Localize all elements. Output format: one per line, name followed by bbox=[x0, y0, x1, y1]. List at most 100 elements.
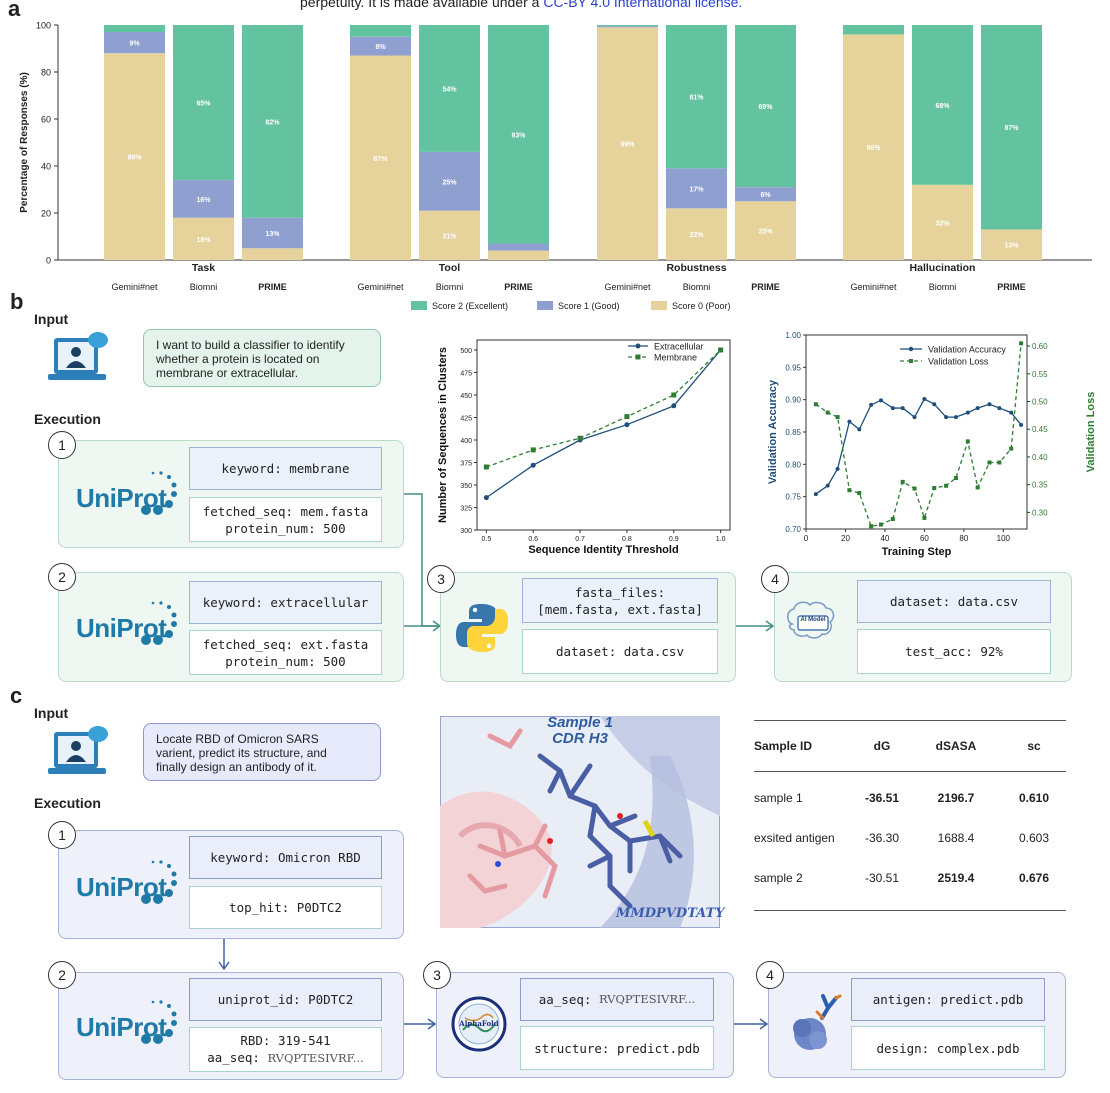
bar-segment-s1 bbox=[104, 32, 165, 54]
y-tick-label: 100 bbox=[36, 21, 51, 31]
y-tick-label: 425 bbox=[460, 416, 472, 423]
y-tick-label: 60 bbox=[41, 115, 51, 125]
y2-tick-label: 0.30 bbox=[1032, 508, 1048, 517]
data-point bbox=[912, 486, 917, 491]
panel-b-step4-number: 4 bbox=[761, 565, 789, 593]
bar-data-label: 93% bbox=[511, 132, 526, 139]
plot-frame bbox=[805, 334, 1028, 530]
y2-tick-label: 0.55 bbox=[1032, 370, 1048, 379]
data-point bbox=[671, 392, 677, 398]
data-point bbox=[944, 483, 949, 488]
legend-label: Extracellular bbox=[654, 342, 704, 352]
bar-data-label: 13% bbox=[1004, 243, 1019, 250]
bar-data-label: 99% bbox=[620, 142, 635, 149]
table-body: sample 1 -36.51 2196.7 0.610 exsited antigen… bbox=[754, 772, 1066, 911]
data-point bbox=[835, 466, 840, 471]
panel-c-input-title: Input bbox=[34, 705, 69, 721]
y-tick-label: 1.00 bbox=[785, 331, 801, 340]
data-point bbox=[869, 402, 874, 407]
panel-c-step3-seq-value: RVQPTESIVRF... bbox=[598, 992, 696, 1006]
bar-data-label: 69% bbox=[758, 104, 773, 111]
data-point bbox=[624, 422, 630, 428]
bar-data-label: 18% bbox=[196, 237, 211, 244]
bar-segment-s1 bbox=[419, 151, 480, 211]
y2-tick-label: 0.35 bbox=[1032, 481, 1048, 490]
data-point bbox=[718, 347, 724, 353]
legend-label: Score 1 (Good) bbox=[558, 301, 620, 311]
table-cell: 1688.4 bbox=[937, 831, 975, 845]
header-caption: perpetuity. It is made available under a… bbox=[300, 0, 742, 10]
x-tick-label: 80 bbox=[959, 534, 968, 543]
bar-segment-s1 bbox=[350, 36, 411, 56]
data-point bbox=[932, 485, 937, 490]
sequence-cluster-line-chart: 300 325 350 375 400 425 450 475 500 0.5 0.6 0.7 0.8 0… bbox=[437, 339, 731, 556]
data-point bbox=[900, 406, 905, 411]
bar-segment-s1 bbox=[173, 180, 234, 218]
data-point bbox=[965, 410, 970, 415]
series-line bbox=[486, 349, 722, 468]
bar-segment-s0 bbox=[419, 210, 480, 260]
y-tick-label: 350 bbox=[460, 483, 472, 490]
license-link[interactable]: CC-BY 4.0 International license. bbox=[543, 0, 743, 10]
x-tick-label: 0.6 bbox=[528, 536, 538, 543]
x-tick-label: Gemini#net bbox=[850, 282, 897, 292]
laptop-user-icon-2 bbox=[48, 726, 108, 774]
data-point bbox=[944, 415, 949, 420]
panel-c-step3-number: 3 bbox=[423, 961, 451, 989]
table-header-sample-id: Sample ID bbox=[754, 739, 813, 753]
validation-line-chart: 0.70 0.75 0.80 0.85 0.90 0.95 1.00 0.30 0.35 0.40… bbox=[767, 331, 1097, 558]
data-point bbox=[890, 517, 895, 522]
y-tick-label: 325 bbox=[460, 506, 472, 513]
table-cell: 0.610 bbox=[1018, 791, 1050, 805]
panel-b-step2-number: 2 bbox=[48, 563, 76, 591]
y-tick-label: 20 bbox=[41, 209, 51, 219]
panel-a-letter: a bbox=[8, 0, 21, 21]
data-point bbox=[975, 485, 980, 490]
bar-segment-s2 bbox=[912, 25, 973, 185]
x-axis-label: Training Step bbox=[882, 546, 952, 558]
y-axis-label: Validation Accuracy bbox=[767, 379, 779, 484]
table-cell: 0.603 bbox=[1018, 831, 1050, 845]
bar-data-label: 25% bbox=[758, 229, 773, 236]
bar-segment-s2 bbox=[488, 25, 549, 244]
legend-swatch bbox=[537, 301, 553, 310]
panel-c-step4-number: 4 bbox=[756, 961, 784, 989]
panel-c-step1-keyword: keyword: Omicron RBD bbox=[189, 836, 382, 879]
ai-model-label: AI Model bbox=[800, 617, 826, 623]
y-tick-label: 80 bbox=[41, 68, 51, 78]
data-point bbox=[922, 515, 927, 520]
table-cell: exsited antigen bbox=[754, 831, 835, 845]
legend-marker bbox=[908, 346, 914, 352]
panel-c-step1-result: top_hit: P0DTC2 bbox=[189, 886, 382, 929]
bar-data-label: 16% bbox=[196, 197, 211, 204]
panel-c-letter: c bbox=[10, 683, 23, 708]
table-row: sample 1 -36.51 2196.7 0.610 bbox=[754, 778, 1066, 818]
table-cell: -36.51 bbox=[864, 791, 900, 805]
y-tick-label: 0.90 bbox=[785, 396, 801, 405]
group-label: Robustness bbox=[666, 262, 726, 274]
y-tick-label: 400 bbox=[460, 438, 472, 445]
panel-b-step1-number: 1 bbox=[48, 431, 76, 459]
table-header-row: Sample ID dG dSASA sc bbox=[754, 721, 1066, 772]
bar-segment-s2 bbox=[419, 25, 480, 152]
laptop-user-icon bbox=[48, 332, 108, 380]
stacked-bar-chart: 0 20 40 60 80 100 Percentage of Responses (%) 8… bbox=[19, 21, 1092, 311]
x-tick-label: 0 bbox=[804, 534, 809, 543]
table-top-rule bbox=[754, 720, 1066, 721]
y-tick-label: 300 bbox=[460, 528, 472, 535]
x-tick-label: 0.7 bbox=[575, 536, 585, 543]
legend-swatch bbox=[411, 301, 427, 310]
data-point bbox=[825, 410, 830, 415]
header-caption-text: perpetuity. It is made available under a bbox=[300, 0, 540, 10]
panel-c-step2-seq-value: RVQPTESIVRF... bbox=[267, 1051, 364, 1065]
bar-segment-s2 bbox=[104, 25, 165, 33]
panel-c-execution-title: Execution bbox=[34, 795, 101, 811]
panel-b-letter: b bbox=[10, 289, 24, 314]
group-label: Task bbox=[192, 262, 215, 274]
data-point bbox=[847, 419, 852, 424]
panel-b-step3-number: 3 bbox=[427, 565, 455, 593]
uniprot-dots-icon bbox=[141, 471, 177, 515]
table-cell: sample 2 bbox=[754, 871, 803, 885]
x-tick-label: 100 bbox=[997, 534, 1011, 543]
bar-data-label: 6% bbox=[760, 192, 771, 199]
